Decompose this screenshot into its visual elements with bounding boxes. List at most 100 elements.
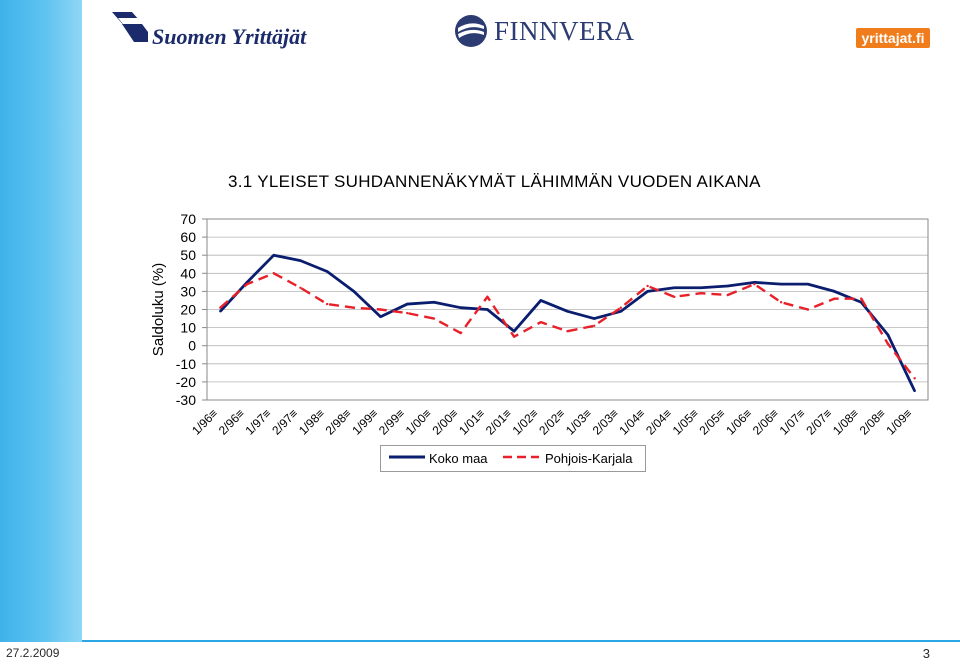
data-point (459, 306, 462, 309)
y-tick-label: 10 (180, 320, 196, 336)
data-point (539, 299, 542, 302)
finnvera-logo-text: FINNVERA (494, 16, 635, 46)
x-axis-ticks: 1/96≡2/96≡1/97≡2/97≡1/98≡2/98≡1/99≡2/99≡… (189, 406, 915, 437)
data-point (593, 317, 596, 320)
x-tick-label: 2/03≡ (590, 406, 621, 437)
data-point (512, 330, 516, 333)
data-point (432, 317, 436, 320)
x-tick-label: 1/99≡ (349, 406, 380, 437)
x-tick-label: 2/05≡ (696, 406, 727, 437)
data-point (726, 284, 729, 288)
slide-title: 3.1 YLEISET SUHDANNENÄKYMÄT LÄHIMMÄN VUO… (228, 172, 761, 191)
y-tick-label: 50 (180, 247, 196, 263)
x-tick-label: 2/08≡ (857, 406, 888, 437)
x-tick-label: 2/04≡ (643, 406, 674, 437)
x-tick-label: 1/09≡ (883, 406, 914, 437)
data-point (272, 272, 275, 275)
data-point (806, 308, 810, 311)
x-tick-label: 1/00≡ (403, 406, 434, 437)
data-point (619, 310, 623, 313)
data-point (219, 310, 222, 313)
data-point (566, 310, 569, 313)
x-tick-label: 2/07≡ (803, 406, 834, 437)
chart-legend: Koko maa Pohjois-Karjala (380, 445, 646, 472)
data-point (779, 282, 783, 286)
data-point (833, 297, 836, 300)
data-point (219, 306, 222, 309)
legend-label-pohjois-karjala: Pohjois-Karjala (545, 451, 633, 466)
x-tick-label: 2/01≡ (483, 406, 514, 437)
y-axis-ticks: 70 60 50 40 30 20 10 0 -10 -20 -30 (176, 211, 207, 408)
data-point (432, 301, 436, 304)
x-tick-label: 1/06≡ (723, 406, 754, 437)
footer-divider (82, 640, 960, 642)
page-number: 3 (922, 646, 930, 661)
series-line-pohjois-karjala (219, 272, 916, 380)
x-tick-label: 1/03≡ (563, 406, 594, 437)
y-tick-label: 60 (180, 229, 196, 245)
x-tick-label: 1/07≡ (777, 406, 808, 437)
data-point (352, 306, 356, 309)
x-tick-label: 2/06≡ (750, 406, 781, 437)
data-point (539, 320, 542, 324)
suomen-yrittajat-logo-text: Suomen Yrittäjät (152, 24, 307, 49)
data-point (245, 282, 249, 286)
x-tick-label: 1/98≡ (296, 406, 327, 437)
data-point (406, 302, 409, 306)
data-point (459, 331, 462, 335)
chart-gridlines (207, 218, 928, 401)
legend-swatch-solid (389, 455, 425, 459)
y-tick-label: 30 (180, 283, 196, 299)
x-tick-label: 1/04≡ (616, 406, 647, 437)
legend-label-koko-maa: Koko maa (429, 451, 488, 466)
data-point (913, 377, 916, 380)
data-point (726, 293, 729, 297)
x-tick-label: 2/99≡ (376, 406, 407, 437)
data-point (325, 302, 329, 306)
data-point (512, 335, 516, 338)
data-point (379, 308, 382, 311)
left-accent-bar (0, 0, 82, 667)
data-point (272, 254, 275, 257)
data-point (406, 311, 409, 315)
y-axis-label: Saldoluku (%) (150, 263, 167, 356)
y-tick-label: -30 (176, 392, 196, 408)
legend-swatch-dashed (503, 455, 539, 459)
data-point (486, 295, 489, 299)
data-point (646, 284, 649, 288)
data-point (886, 333, 890, 337)
finnvera-logo: FINNVERA (454, 14, 634, 53)
x-tick-label: 2/00≡ (429, 406, 460, 437)
data-point (833, 290, 836, 293)
y-tick-label: -10 (176, 356, 196, 372)
finnvera-globe-icon (455, 15, 487, 47)
data-point (673, 286, 676, 289)
footer-strip (0, 642, 960, 667)
data-point (619, 306, 623, 309)
y-tick-label: 20 (180, 302, 196, 318)
y-tick-label: 0 (188, 338, 196, 354)
y-tick-label: 70 (180, 211, 196, 227)
x-tick-label: 1/08≡ (830, 406, 861, 437)
data-point (806, 282, 810, 286)
data-point (860, 297, 863, 300)
suomen-yrittajat-mark-icon (112, 12, 148, 42)
x-tick-label: 2/98≡ (323, 406, 354, 437)
data-point (699, 286, 703, 289)
x-tick-label: 1/05≡ (670, 406, 701, 437)
x-tick-label: 1/97≡ (243, 406, 274, 437)
y-tick-label: -20 (176, 374, 196, 390)
x-tick-label: 2/02≡ (536, 406, 567, 437)
footer-date: 27.2.2009 (6, 646, 60, 660)
data-point (486, 308, 489, 311)
chart-series (219, 253, 916, 393)
data-point (886, 342, 890, 346)
data-point (325, 270, 329, 273)
y-tick-label: 40 (180, 265, 196, 281)
data-point (913, 389, 916, 393)
data-point (379, 315, 382, 318)
x-tick-label: 2/97≡ (269, 406, 300, 437)
x-tick-label: 2/96≡ (216, 406, 247, 437)
yrittajat-fi-logo: yrittajat.fi (856, 28, 930, 48)
